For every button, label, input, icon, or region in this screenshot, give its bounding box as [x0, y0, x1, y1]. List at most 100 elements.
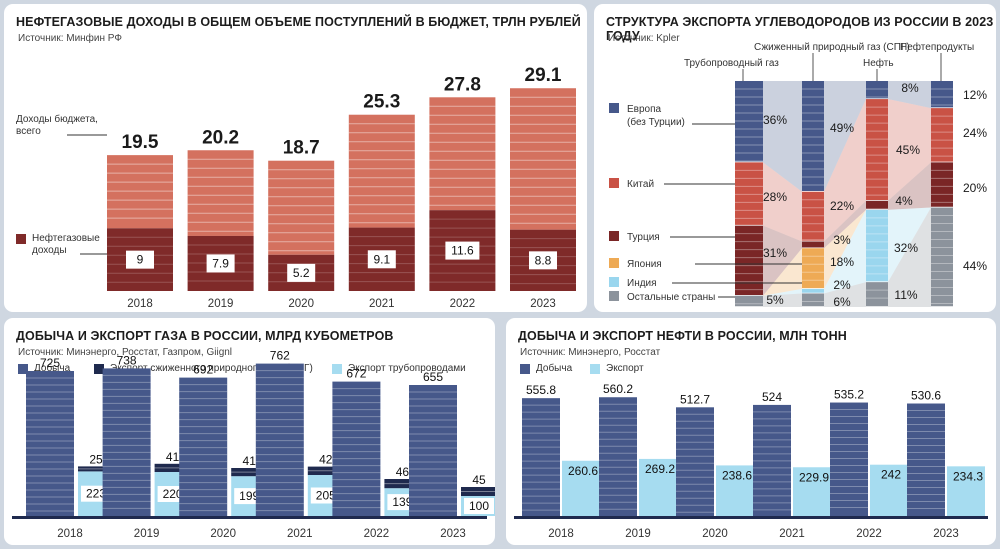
pipeline-export-label: 220 [163, 487, 183, 501]
legend-label-europe: Европа [627, 104, 662, 115]
share-label: 24% [963, 126, 987, 140]
gas-legend-production: Добыча [18, 363, 70, 374]
export-structure-title: СТРУКТУРА ЭКСПОРТА УГЛЕВОДОРОДОВ ИЗ РОСС… [606, 15, 994, 43]
flow-band [763, 288, 802, 296]
stack-segment [931, 162, 953, 208]
stack-segment [735, 162, 763, 226]
oilgas-revenue-label-box [529, 251, 557, 270]
production-bar [332, 381, 381, 516]
pipeline-export-label: 205 [316, 489, 336, 503]
legend-swatch-turkey [609, 231, 619, 241]
total-revenue-label: 27.8 [444, 74, 481, 95]
stack-segment [802, 241, 824, 249]
year-tick-label: 2018 [57, 528, 83, 540]
oil-production-bar [830, 402, 868, 516]
share-label: 20% [963, 181, 987, 195]
year-tick-label: 2022 [450, 298, 476, 310]
lng-export-bar [461, 487, 495, 496]
lng-export-label: 41 [243, 454, 257, 468]
flow-band [824, 282, 866, 307]
year-tick-label: 2019 [134, 528, 160, 540]
oilgas-revenue-label: 5.2 [293, 266, 310, 280]
oil-legend-production: Добыча [520, 363, 572, 374]
oil-chart: 555.8 260.6 2018 560.2 269.2 2019 512.7 238.6 20… [514, 382, 988, 540]
export-structure-panel: СТРУКТУРА ЭКСПОРТА УГЛЕВОДОРОДОВ ИЗ РОСС… [594, 4, 996, 312]
oil-export-bar [562, 460, 600, 516]
flow-band [824, 200, 866, 249]
total-revenue-bar [348, 114, 415, 228]
oil-production-label: 530.6 [911, 389, 941, 403]
production-bar [102, 368, 151, 516]
budget-revenue-panel: НЕФТЕГАЗОВЫЕ ДОХОДЫ В ОБЩЕМ ОБЪЕМЕ ПОСТУ… [4, 4, 587, 312]
flow-band [824, 81, 866, 192]
gas-legend-lng: Экспорт сжиженного природного газа (СПГ) [94, 363, 313, 374]
column-header: Нефтепродукты [900, 41, 974, 53]
oil-export-bar [716, 465, 754, 516]
legend-oilgas-swatch [16, 234, 26, 244]
gas-title: ДОБЫЧА И ЭКСПОРТ ГАЗА В РОССИИ, МЛРД КУБ… [16, 329, 394, 343]
share-label: 12% [963, 88, 987, 102]
stack-segment [866, 99, 888, 201]
oilgas-revenue-label-box [367, 250, 396, 269]
production-label: 738 [117, 353, 137, 367]
legend-swatch-europe [609, 103, 619, 113]
stack-segment [802, 191, 824, 242]
legend-oilgas-label: Нефтегазовые доходы [32, 233, 100, 256]
oilgas-revenue-label: 9.1 [373, 252, 390, 266]
share-label: 22% [830, 199, 854, 213]
production-bar [409, 385, 457, 516]
production-label: 672 [346, 367, 366, 381]
share-label: 49% [830, 121, 854, 135]
production-label: 655 [423, 370, 443, 384]
oilgas-revenue-label: 7.9 [212, 256, 229, 270]
pipeline-export-label: 199 [239, 489, 259, 503]
production-label: 692 [193, 363, 213, 377]
lng-export-label: 42 [319, 453, 333, 467]
x-axis-baseline [12, 516, 487, 519]
pipeline-export-label: 139 [392, 495, 412, 509]
flow-band [824, 209, 866, 289]
share-label: 45% [896, 143, 920, 157]
lng-export-bar [307, 466, 344, 475]
lng-export-label: 25 [89, 452, 103, 466]
pipeline-export-label: 223 [86, 487, 106, 501]
column-header: Сжиженный природный газ (СПГ) [754, 42, 910, 53]
oilgas-revenue-label-box [206, 254, 235, 273]
legend-swatch-india [609, 277, 619, 287]
column-header: Трубопроводный газ [684, 57, 779, 69]
stack-segment [802, 293, 824, 307]
share-label: 28% [763, 190, 787, 204]
oil-legend-export-swatch [590, 363, 600, 374]
share-label: 44% [963, 259, 987, 273]
oil-legend-export: Экспорт [590, 363, 644, 374]
oil-legend-production-label: Добыча [536, 363, 573, 374]
budget-revenue-chart: 19.5 9 2018 20.2 7.9 2019 18.7 5.2 2020 25.3 9.1 20… [67, 65, 576, 310]
legend-total-revenue-label: Доходы бюджета, всего [16, 114, 98, 137]
total-revenue-label: 25.3 [363, 92, 400, 113]
x-axis-baseline [514, 516, 988, 519]
year-tick-label: 2020 [702, 528, 728, 540]
flow-band [824, 209, 866, 294]
gas-legend-production-label: Добыча [34, 363, 71, 374]
oilgas-revenue-label-box [287, 263, 316, 282]
stack-segment [802, 248, 824, 289]
share-label: 18% [830, 255, 854, 269]
gas-legend-pipeline-swatch [332, 363, 342, 374]
flow-band [763, 248, 802, 296]
year-tick-label: 2021 [287, 528, 313, 540]
stack-segment [802, 288, 824, 294]
total-revenue-bar [187, 150, 254, 236]
gas-chart: 725 25 223 2018 738 41 220 2019 692 41 199 2020 762 4… [12, 349, 495, 540]
share-label: 8% [901, 81, 919, 95]
oil-panel: ДОБЫЧА И ЭКСПОРТ НЕФТИ В РОССИИ, МЛН ТОН… [506, 318, 996, 545]
year-tick-label: 2023 [440, 528, 466, 540]
production-bar [179, 377, 228, 516]
share-label: 4% [895, 194, 913, 208]
oil-legend-production-swatch [520, 363, 530, 374]
oil-export-bar [793, 467, 831, 516]
oilgas-revenue-label-box [126, 250, 154, 269]
legend-label-europe-sub: (без Турции) [627, 116, 685, 128]
export-structure-chart: 36% 28% 31% 5% 49% 22% 3% 18% 2% 6% 8% 45% 4% 32% 11% 1… [609, 41, 987, 309]
export-structure-source: Источник: Kpler [608, 33, 680, 44]
budget-revenue-source: Источник: Минфин РФ [18, 33, 122, 44]
